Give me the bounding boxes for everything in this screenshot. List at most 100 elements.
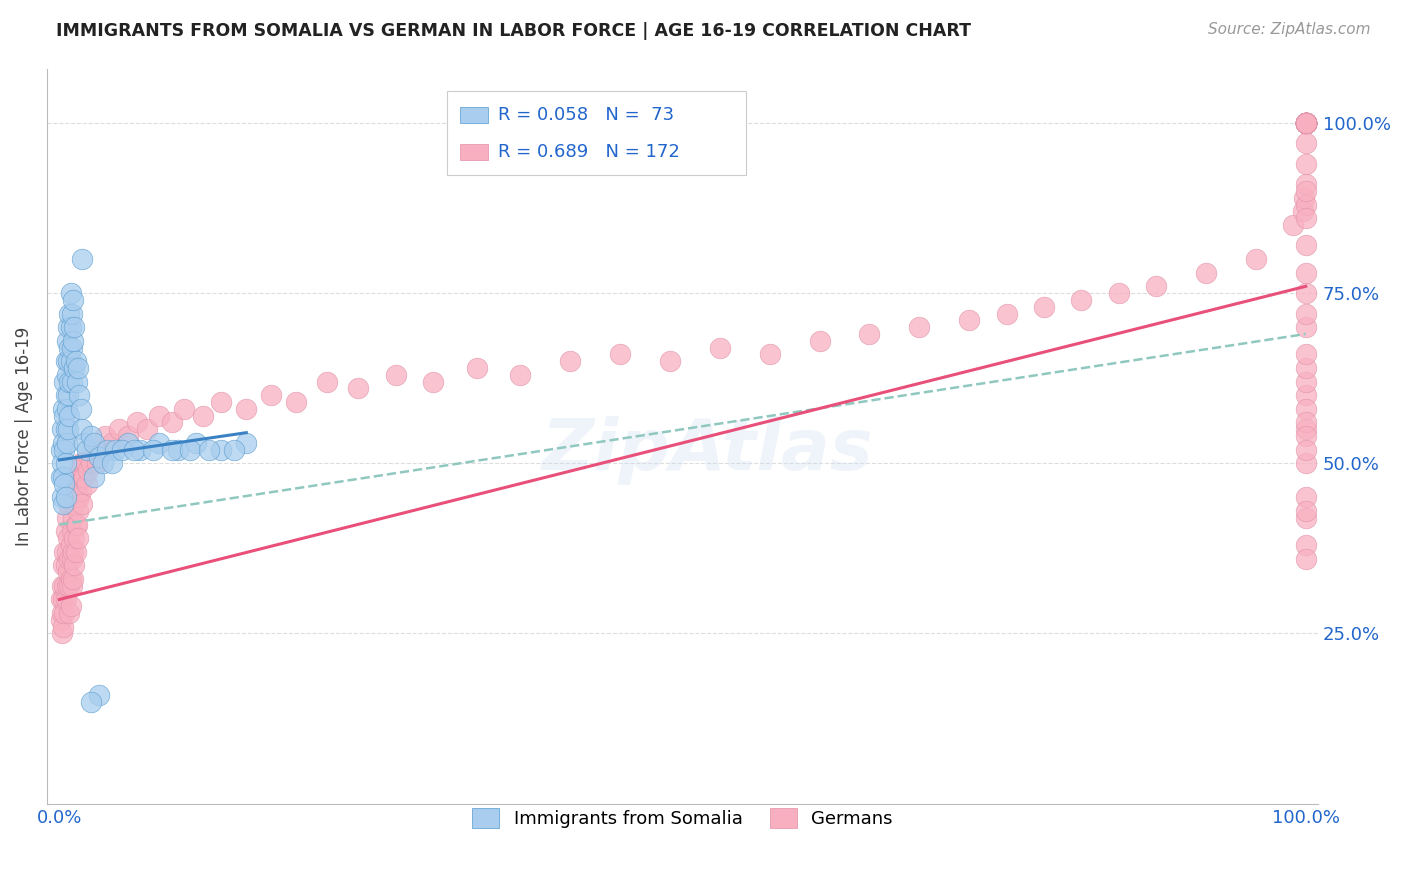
Point — [1295, 116, 1317, 130]
Point — [1295, 116, 1317, 130]
Point — [1032, 300, 1054, 314]
Point — [56, 368, 79, 382]
Point — [1108, 286, 1130, 301]
Point — [51, 626, 73, 640]
Point — [60, 524, 83, 539]
Point — [52, 436, 75, 450]
Point — [1295, 116, 1317, 130]
Point — [52, 620, 75, 634]
Point — [53, 442, 76, 457]
Point — [52, 558, 75, 573]
Text: R = 0.689   N = 172: R = 0.689 N = 172 — [498, 143, 681, 161]
Point — [1295, 401, 1317, 416]
Point — [79, 429, 101, 443]
Point — [1295, 116, 1317, 130]
Text: R = 0.058   N =  73: R = 0.058 N = 73 — [498, 106, 675, 124]
Point — [56, 320, 79, 334]
Point — [1070, 293, 1092, 307]
Y-axis label: In Labor Force | Age 16-19: In Labor Force | Age 16-19 — [15, 326, 32, 546]
Point — [148, 409, 170, 423]
Point — [56, 401, 79, 416]
Point — [56, 531, 79, 545]
Point — [65, 545, 87, 559]
Point — [82, 442, 104, 457]
Point — [59, 572, 82, 586]
Point — [1295, 136, 1317, 151]
Point — [67, 361, 90, 376]
Point — [1295, 116, 1317, 130]
Point — [1295, 307, 1317, 321]
Point — [285, 395, 308, 409]
Point — [1295, 116, 1317, 130]
Point — [62, 572, 84, 586]
Point — [173, 401, 195, 416]
Point — [60, 341, 83, 355]
Point — [222, 442, 245, 457]
Point — [1295, 116, 1317, 130]
Point — [56, 497, 79, 511]
Point — [60, 375, 83, 389]
Text: Source: ZipAtlas.com: Source: ZipAtlas.com — [1208, 22, 1371, 37]
Point — [1295, 116, 1317, 130]
Point — [1295, 116, 1317, 130]
Point — [117, 429, 139, 443]
Point — [53, 606, 76, 620]
Point — [1295, 116, 1317, 130]
Point — [77, 450, 100, 464]
Point — [908, 320, 931, 334]
Point — [1295, 375, 1317, 389]
Point — [58, 341, 80, 355]
Point — [49, 592, 72, 607]
Point — [465, 361, 488, 376]
Point — [1195, 266, 1218, 280]
Point — [59, 599, 82, 614]
Point — [59, 538, 82, 552]
Point — [1295, 429, 1317, 443]
Point — [1295, 116, 1317, 130]
Point — [56, 334, 79, 348]
Point — [1294, 191, 1316, 205]
Point — [209, 395, 232, 409]
Point — [1295, 416, 1317, 430]
Point — [1295, 116, 1317, 130]
Point — [96, 442, 118, 457]
Point — [260, 388, 283, 402]
Point — [1244, 252, 1267, 266]
Point — [51, 606, 73, 620]
Point — [51, 422, 73, 436]
Point — [1295, 116, 1317, 130]
Point — [142, 442, 165, 457]
Point — [67, 531, 90, 545]
Point — [1295, 422, 1317, 436]
Point — [69, 483, 91, 498]
Point — [1295, 116, 1317, 130]
Point — [83, 470, 105, 484]
Point — [1295, 116, 1317, 130]
Point — [160, 416, 183, 430]
Point — [1295, 116, 1317, 130]
Legend: Immigrants from Somalia, Germans: Immigrants from Somalia, Germans — [465, 801, 900, 835]
Point — [122, 442, 145, 457]
Point — [129, 442, 152, 457]
Point — [56, 566, 79, 580]
Point — [347, 381, 370, 395]
Point — [117, 436, 139, 450]
Point — [55, 456, 77, 470]
Point — [51, 579, 73, 593]
Point — [1295, 320, 1317, 334]
Point — [609, 347, 631, 361]
Point — [1295, 361, 1317, 376]
Point — [104, 442, 127, 457]
Point — [55, 592, 77, 607]
Point — [1295, 116, 1317, 130]
Point — [62, 334, 84, 348]
Point — [858, 326, 880, 341]
Point — [49, 613, 72, 627]
Point — [1295, 286, 1317, 301]
Point — [1295, 178, 1317, 192]
Point — [1295, 551, 1317, 566]
Point — [422, 375, 444, 389]
Point — [1295, 388, 1317, 402]
Point — [316, 375, 339, 389]
Bar — [460, 107, 488, 123]
